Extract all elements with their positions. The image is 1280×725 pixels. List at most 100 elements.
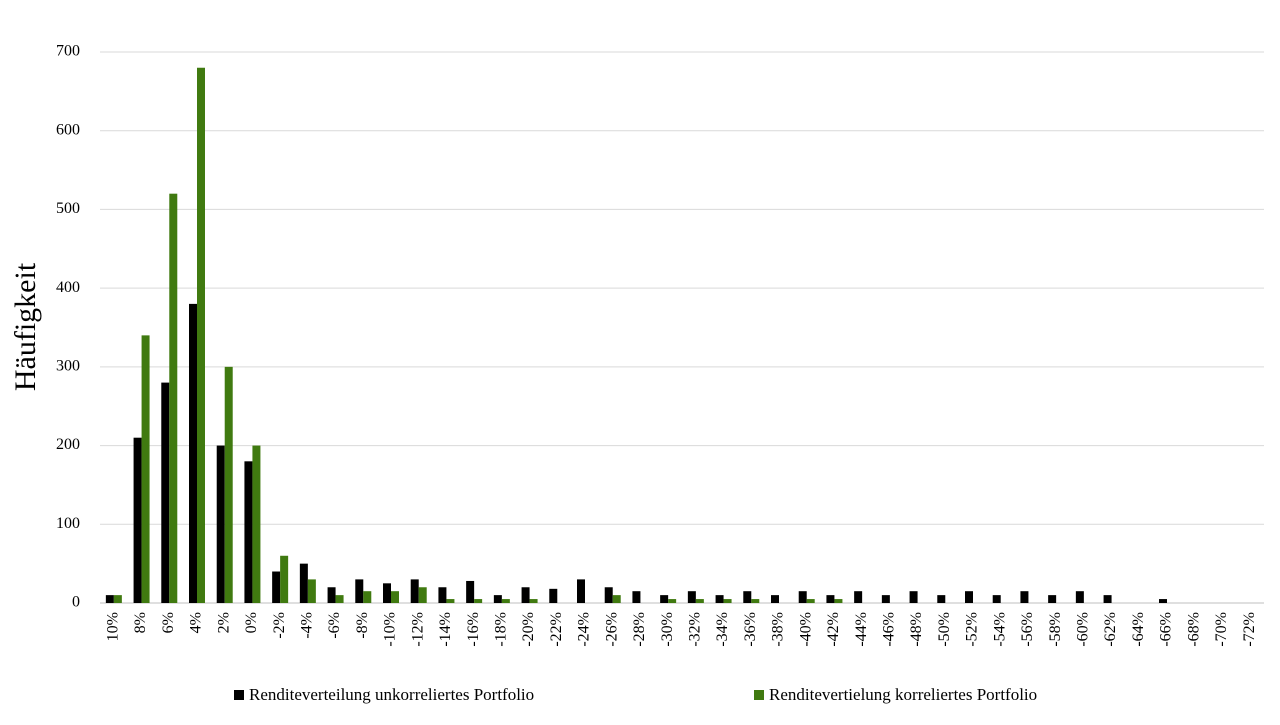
x-tick-label: -20% xyxy=(520,612,537,647)
bar xyxy=(335,595,344,603)
x-tick-label: -56% xyxy=(1019,612,1036,647)
y-tick-label: 0 xyxy=(72,594,80,611)
x-tick-label: -64% xyxy=(1130,612,1147,647)
x-tick-label: 6% xyxy=(160,612,177,633)
legend-marker xyxy=(234,690,244,700)
bar xyxy=(826,595,835,603)
x-tick-label: -72% xyxy=(1241,612,1258,647)
bar xyxy=(252,445,261,603)
bar xyxy=(161,382,170,603)
bar xyxy=(299,563,308,603)
bar xyxy=(418,587,427,603)
x-tick-label: -66% xyxy=(1158,612,1175,647)
bar xyxy=(660,595,669,603)
bar xyxy=(806,599,815,603)
x-tick-label: -30% xyxy=(659,612,676,647)
x-tick-label: 0% xyxy=(243,612,260,633)
bar xyxy=(410,579,419,603)
x-tick-label: -68% xyxy=(1185,612,1202,647)
x-tick-label: -32% xyxy=(687,612,704,647)
bar xyxy=(383,583,391,603)
bar xyxy=(363,591,372,603)
bar xyxy=(327,587,336,603)
x-tick-label: -10% xyxy=(382,612,399,647)
x-tick-label: -58% xyxy=(1047,612,1064,647)
bar xyxy=(1159,599,1167,603)
y-tick-label: 500 xyxy=(56,200,80,217)
bar xyxy=(723,599,732,603)
bar xyxy=(854,591,863,603)
bar xyxy=(577,579,585,603)
bar xyxy=(1075,591,1084,603)
x-tick-label: -36% xyxy=(742,612,759,647)
bar xyxy=(992,595,1001,603)
bar xyxy=(244,461,253,603)
x-tick-label: 4% xyxy=(188,612,205,633)
x-tick-label: -52% xyxy=(964,612,981,647)
legend-label: Renditevertielung korreliertes Portfolio xyxy=(769,685,1037,704)
x-tick-label: -22% xyxy=(548,612,565,647)
bar xyxy=(1048,595,1057,603)
bar xyxy=(965,591,973,603)
bar xyxy=(715,595,724,603)
x-tick-label: -12% xyxy=(409,612,426,647)
x-tick-label: -70% xyxy=(1213,612,1230,647)
x-tick-label: -42% xyxy=(825,612,842,647)
x-tick-label: -8% xyxy=(354,612,371,639)
y-tick-label: 100 xyxy=(56,515,80,532)
y-tick-label: 700 xyxy=(56,43,80,60)
y-axis-label: Häufigkeit xyxy=(9,262,42,391)
x-tick-label: -46% xyxy=(881,612,898,647)
x-tick-label: -14% xyxy=(437,612,454,647)
x-tick-label: -18% xyxy=(493,612,510,647)
bar xyxy=(216,445,225,603)
bar xyxy=(834,599,843,603)
x-tick-label: -16% xyxy=(465,612,482,647)
bar xyxy=(133,437,142,603)
bar xyxy=(355,579,364,603)
x-tick-label: 8% xyxy=(132,612,149,633)
bar xyxy=(632,591,641,603)
bar xyxy=(446,599,455,603)
x-tick-label: -34% xyxy=(714,612,731,647)
bar xyxy=(280,555,289,603)
bar xyxy=(189,303,197,603)
bar xyxy=(391,591,399,603)
bar xyxy=(521,587,530,603)
x-tick-label: -48% xyxy=(908,612,925,647)
bar xyxy=(224,366,233,603)
x-tick-label: -24% xyxy=(576,612,593,647)
bar xyxy=(529,599,538,603)
y-tick-label: 300 xyxy=(56,358,80,375)
bar xyxy=(466,580,475,603)
bar xyxy=(197,67,205,603)
bar xyxy=(307,579,316,603)
x-tick-label: -54% xyxy=(991,612,1008,647)
bar xyxy=(909,591,918,603)
bar xyxy=(604,587,613,603)
bar xyxy=(493,595,502,603)
y-tick-label: 400 xyxy=(56,279,80,296)
legend-marker xyxy=(754,690,764,700)
bar xyxy=(1103,595,1112,603)
bar xyxy=(798,591,807,603)
x-tick-label: 2% xyxy=(215,612,232,633)
x-tick-label: -40% xyxy=(797,612,814,647)
bar xyxy=(668,599,677,603)
x-tick-label: -4% xyxy=(299,612,316,639)
bar xyxy=(1020,591,1029,603)
x-tick-label: -38% xyxy=(770,612,787,647)
x-tick-label: -44% xyxy=(853,612,870,647)
x-tick-label: -50% xyxy=(936,612,953,647)
x-tick-label: -60% xyxy=(1075,612,1092,647)
bar xyxy=(474,599,483,603)
bar xyxy=(937,595,946,603)
bar xyxy=(113,595,122,603)
bar xyxy=(438,587,447,603)
bar xyxy=(272,571,281,603)
x-tick-label: 10% xyxy=(105,612,122,641)
bar xyxy=(169,193,178,603)
x-tick-label: -28% xyxy=(631,612,648,647)
y-tick-label: 600 xyxy=(56,121,80,138)
